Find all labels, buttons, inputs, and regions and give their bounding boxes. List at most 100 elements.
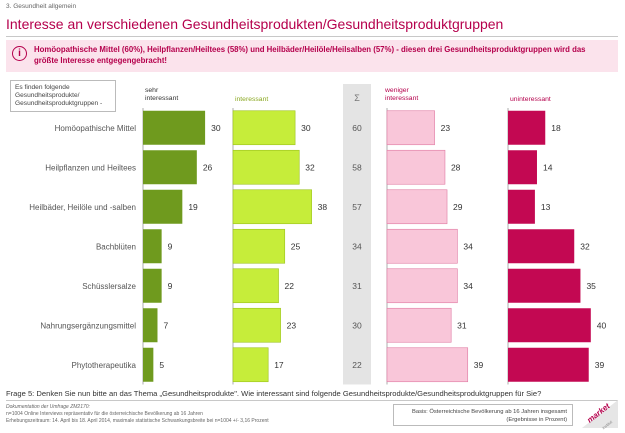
bar-value-label: 9	[168, 281, 173, 291]
bar-value-label: 40	[597, 320, 607, 330]
category-label: Homöopathische Mittel	[55, 124, 137, 133]
title-divider	[6, 36, 618, 37]
bar	[508, 110, 546, 145]
bar-value-label: 31	[457, 320, 467, 330]
question-lead-line: Es finden folgende	[15, 84, 70, 91]
bar	[386, 110, 435, 146]
bar	[386, 347, 469, 383]
market-institut-logo: market institut	[582, 400, 618, 430]
bar-value-label: 28	[451, 162, 461, 172]
bar	[508, 268, 581, 303]
bar-value-label: 38	[318, 202, 328, 212]
bar-value-label: 32	[305, 162, 315, 172]
footer-divider	[6, 400, 618, 401]
category-label: Bachblüten	[96, 242, 136, 251]
bar-value-label: 34	[463, 241, 473, 251]
bar	[386, 189, 448, 225]
basis-line: (Ergebnisse in Prozent)	[506, 417, 567, 423]
bar-value-label: 5	[159, 360, 164, 370]
page-title: Interesse an verschiedenen Gesundheitspr…	[6, 16, 504, 32]
series-header-label: interessant	[145, 95, 178, 102]
category-label: Heilbäder, Heilöle und -salben	[29, 203, 136, 212]
sum-value-label: 60	[352, 123, 362, 133]
series-header-label: sehr	[145, 87, 159, 94]
sum-value-label: 34	[352, 241, 362, 251]
bar	[143, 189, 183, 224]
bar	[143, 308, 158, 343]
logo-subword: institut	[601, 419, 614, 430]
sum-value-label: 31	[352, 281, 362, 291]
question-lead-line: Gesundheitsproduktgruppen -	[15, 100, 103, 107]
bar-value-label: 35	[586, 281, 596, 291]
logo-shape	[582, 400, 618, 428]
bar-value-label: 14	[543, 162, 553, 172]
basis-line: Basis: Österreichische Bevölkerung ab 16…	[412, 409, 567, 415]
section-label: 3. Gesundheit allgemein	[6, 3, 77, 10]
bar	[143, 268, 162, 303]
sum-column-background	[343, 84, 371, 385]
category-label: Phytotherapeutika	[72, 361, 137, 370]
bar	[143, 229, 162, 264]
bar-value-label: 25	[291, 241, 301, 251]
bar-value-label: 17	[274, 360, 284, 370]
bar-value-label: 9	[168, 241, 173, 251]
bar	[386, 268, 458, 304]
basis-note: Basis: Österreichische Bevölkerung ab 16…	[393, 404, 573, 426]
category-label: Heilpflanzen und Heiltees	[45, 163, 136, 172]
bar-value-label: 39	[474, 360, 484, 370]
bar-value-label: 23	[287, 320, 297, 330]
bar	[508, 150, 537, 185]
bar-value-label: 26	[203, 162, 213, 172]
bar-value-label: 30	[211, 123, 221, 133]
category-label: Nahrungsergänzungsmittel	[40, 321, 136, 330]
bar	[508, 308, 591, 343]
bar	[386, 149, 446, 185]
category-label: Schüsslersalze	[82, 282, 136, 291]
bar	[232, 307, 281, 343]
bar-value-label: 22	[285, 281, 295, 291]
series-header-label: interessant	[235, 96, 268, 103]
bar-value-label: 23	[441, 123, 451, 133]
bar	[143, 110, 206, 145]
bar-value-label: 7	[163, 320, 168, 330]
bar	[143, 150, 197, 185]
bar-value-label: 18	[551, 123, 561, 133]
question-lead-box: Es finden folgende Gesundheitsprodukte/ …	[10, 80, 116, 112]
info-icon: i	[12, 46, 27, 61]
bar-value-label: 34	[463, 281, 473, 291]
survey-question: Frage 5: Denken Sie nun bitte an das The…	[6, 389, 542, 398]
bar	[232, 347, 269, 383]
series-header-label: weniger	[384, 87, 410, 94]
key-finding-text: Homöopathische Mittel (60%), Heilpflanze…	[34, 45, 586, 65]
question-lead-line: Gesundheitsprodukte/	[15, 92, 80, 99]
bar	[232, 189, 312, 225]
bar	[386, 307, 452, 343]
bar-value-label: 13	[541, 202, 551, 212]
bar-value-label: 29	[453, 202, 463, 212]
bar	[508, 189, 535, 224]
key-finding-banner: i Homöopathische Mittel (60%), Heilpflan…	[6, 40, 618, 72]
sum-value-label: 57	[352, 202, 362, 212]
bar	[386, 228, 458, 264]
series-header-label: uninteressant	[510, 96, 551, 103]
bar	[508, 229, 575, 264]
bar-value-label: 32	[580, 241, 590, 251]
bar-value-label: 19	[188, 202, 198, 212]
bar	[143, 347, 154, 382]
series-header-label: Σ	[354, 93, 360, 103]
bar	[232, 110, 296, 146]
sum-value-label: 22	[352, 360, 362, 370]
bar-value-label: 30	[301, 123, 311, 133]
documentation-line: Erhebungszeitraum: 14. April bis 18. Apr…	[6, 418, 269, 424]
series-header-label: interessant	[385, 95, 418, 102]
bar-value-label: 39	[595, 360, 605, 370]
sum-value-label: 58	[352, 162, 362, 172]
bar	[508, 347, 589, 382]
sum-value-label: 30	[352, 320, 362, 330]
documentation-line: n=1004 Online Interviews repräsentativ f…	[6, 411, 203, 417]
bar	[232, 228, 286, 264]
bar	[232, 268, 279, 304]
bar	[232, 149, 300, 185]
survey-documentation: Dokumentation der Umfrage ZM2170: n=1004…	[6, 404, 269, 425]
documentation-title: Dokumentation der Umfrage ZM2170:	[6, 404, 90, 410]
